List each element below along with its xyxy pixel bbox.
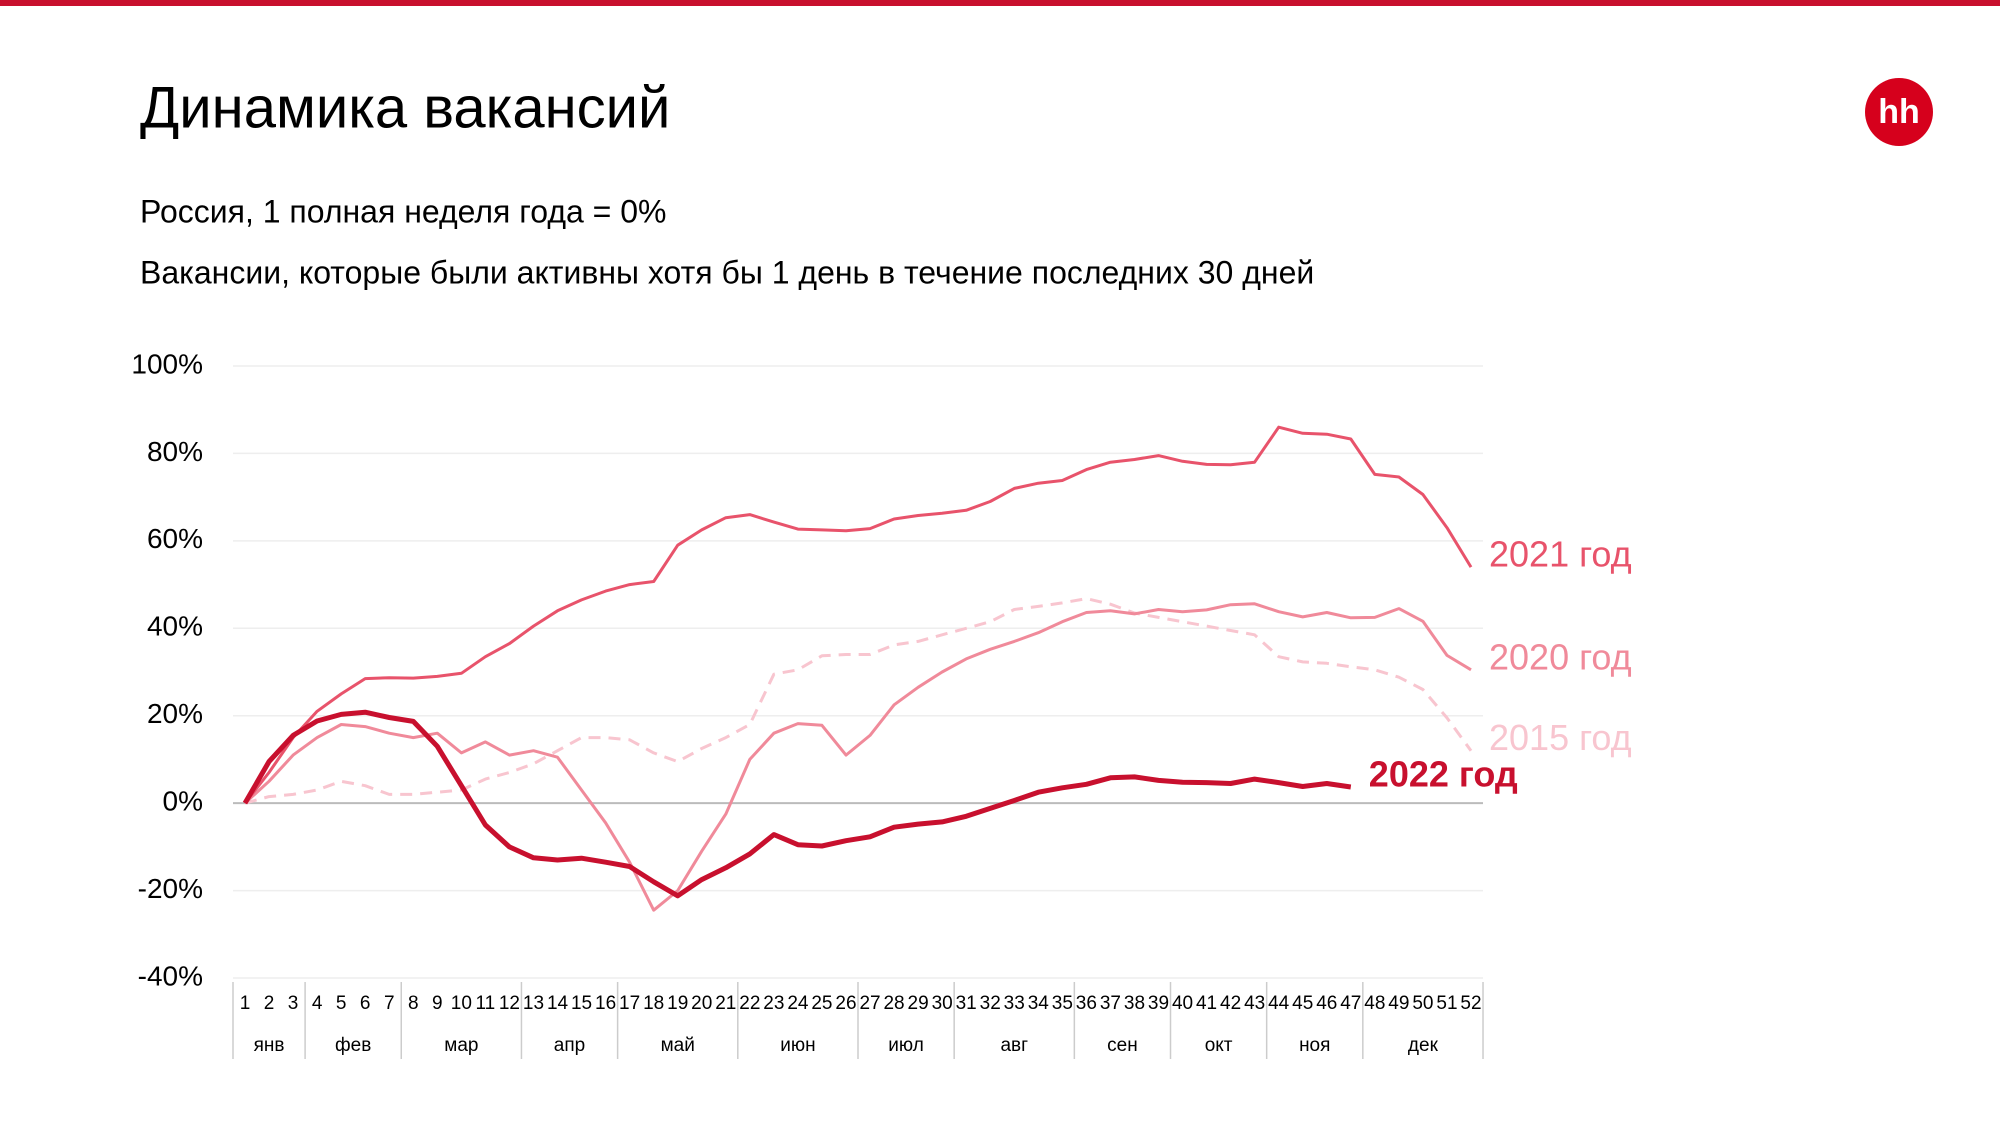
month-label: июл (888, 1035, 924, 1056)
y-tick-label: 80% (147, 436, 203, 467)
x-tick-label: 4 (312, 993, 323, 1014)
x-tick-label: 11 (476, 993, 496, 1014)
series-label: 2020 год (1489, 636, 1632, 677)
x-tick-label: 34 (1028, 993, 1050, 1014)
x-tick-label: 44 (1268, 993, 1290, 1014)
x-tick-label: 49 (1388, 993, 1409, 1014)
series-label: 2015 год (1489, 717, 1632, 758)
logo-text: hh (1878, 93, 1920, 131)
x-tick-label: 22 (739, 993, 760, 1014)
x-tick-label: 41 (1196, 993, 1217, 1014)
series-line (242, 709, 1352, 899)
month-label: ноя (1299, 1035, 1330, 1056)
x-tick-label: 17 (619, 993, 640, 1014)
x-tick-label: 27 (859, 993, 880, 1014)
x-tick-label: 1 (240, 993, 251, 1014)
x-tick-label: 24 (787, 993, 809, 1014)
series-line (244, 597, 1473, 805)
x-tick-label: 52 (1460, 993, 1481, 1014)
x-tick-label: 42 (1220, 993, 1241, 1014)
x-tick-label: 12 (499, 993, 520, 1014)
chart-title: Динамика вакансий (140, 75, 670, 140)
y-tick-label: -40% (138, 960, 203, 991)
x-tick-label: 28 (883, 993, 904, 1014)
top-bar (0, 0, 2000, 6)
month-label: янв (254, 1035, 285, 1056)
series-label: 2022 год (1369, 753, 1518, 794)
subtitle: Россия, 1 полная неделя года = 0% (140, 193, 667, 229)
x-tick-label: 32 (980, 993, 1001, 1014)
x-tick-label: 29 (908, 993, 929, 1014)
logo (1865, 78, 1933, 146)
x-tick-label: 37 (1100, 993, 1121, 1014)
month-label: май (661, 1035, 695, 1056)
y-tick-label: 20% (147, 698, 203, 729)
x-tick-label: 10 (451, 993, 472, 1014)
x-tick-label: 25 (811, 993, 832, 1014)
x-tick-label: 39 (1148, 993, 1169, 1014)
x-tick-label: 21 (715, 993, 736, 1014)
x-tick-label: 7 (384, 993, 395, 1014)
x-tick-label: 13 (523, 993, 544, 1014)
subtitle: Вакансии, которые были активны хотя бы 1… (140, 254, 1314, 290)
x-tick-label: 14 (547, 993, 569, 1014)
x-tick-label: 43 (1244, 993, 1265, 1014)
x-tick-label: 30 (932, 993, 953, 1014)
x-tick-label: 45 (1292, 993, 1313, 1014)
x-tick-label: 50 (1412, 993, 1433, 1014)
month-label: фев (335, 1035, 371, 1056)
x-tick-label: 35 (1052, 993, 1073, 1014)
x-tick-label: 26 (835, 993, 856, 1014)
x-tick-label: 3 (288, 993, 299, 1014)
x-tick-label: 16 (595, 993, 616, 1014)
y-tick-label: 100% (131, 348, 203, 379)
series-line (243, 602, 1472, 912)
month-label: июн (780, 1035, 815, 1056)
y-tick-label: 60% (147, 523, 203, 554)
month-label: апр (554, 1035, 585, 1056)
x-tick-label: 48 (1364, 993, 1385, 1014)
month-label: авг (1000, 1035, 1028, 1056)
series-line (243, 425, 1473, 805)
x-tick-label: 5 (336, 993, 347, 1014)
x-tick-label: 19 (667, 993, 688, 1014)
x-tick-label: 2 (264, 993, 275, 1014)
x-tick-label: 31 (956, 993, 977, 1014)
x-tick-label: 38 (1124, 993, 1145, 1014)
x-tick-label: 47 (1340, 993, 1361, 1014)
x-tick-label: 36 (1076, 993, 1097, 1014)
x-tick-label: 23 (763, 993, 784, 1014)
x-tick-label: 33 (1004, 993, 1025, 1014)
y-tick-label: 40% (147, 611, 203, 642)
x-tick-label: 6 (360, 993, 371, 1014)
x-tick-label: 18 (643, 993, 664, 1014)
month-label: дек (1408, 1035, 1439, 1056)
y-tick-label: -20% (138, 873, 203, 904)
x-tick-label: 8 (408, 993, 419, 1014)
x-tick-label: 46 (1316, 993, 1337, 1014)
x-tick-label: 9 (432, 993, 443, 1014)
month-label: сен (1107, 1035, 1138, 1056)
x-tick-label: 40 (1172, 993, 1193, 1014)
series-label: 2021 год (1489, 534, 1632, 575)
x-tick-label: 20 (691, 993, 712, 1014)
month-label: окт (1205, 1035, 1233, 1056)
x-tick-label: 51 (1436, 993, 1457, 1014)
x-tick-label: 15 (571, 993, 592, 1014)
y-tick-label: 0% (163, 786, 203, 817)
month-label: мар (444, 1035, 478, 1056)
